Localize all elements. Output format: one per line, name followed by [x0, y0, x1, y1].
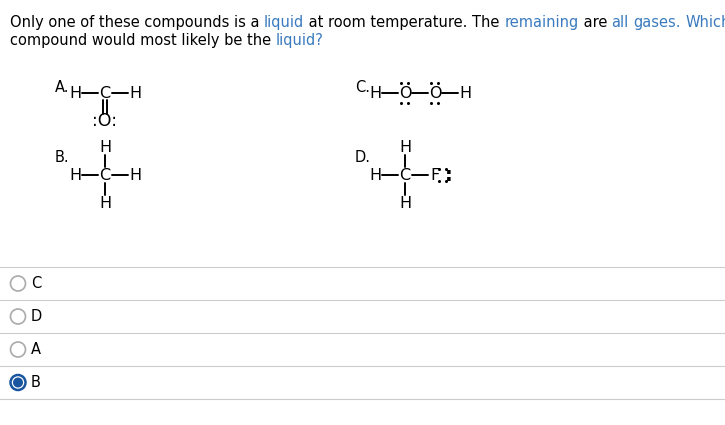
Text: H: H	[129, 167, 141, 182]
Text: at room temperature. The: at room temperature. The	[304, 15, 505, 30]
Text: are: are	[579, 15, 612, 30]
Text: D: D	[31, 309, 42, 324]
Text: A: A	[31, 342, 41, 357]
Text: F: F	[431, 167, 439, 182]
Text: H: H	[369, 167, 381, 182]
Text: C: C	[31, 276, 41, 291]
Text: H: H	[399, 139, 411, 155]
Text: H: H	[69, 85, 81, 100]
Text: Only one of these compounds is a: Only one of these compounds is a	[10, 15, 264, 30]
Text: O: O	[428, 85, 442, 100]
Text: A.: A.	[55, 80, 70, 95]
Text: D.: D.	[355, 150, 371, 165]
Text: compound would most likely be the: compound would most likely be the	[10, 33, 275, 48]
Text: O: O	[399, 85, 411, 100]
Text: liquid?: liquid?	[276, 33, 323, 48]
Text: H: H	[369, 85, 381, 100]
Text: gases.: gases.	[634, 15, 681, 30]
Text: H: H	[399, 196, 411, 210]
Text: remaining: remaining	[505, 15, 579, 30]
Circle shape	[13, 377, 23, 388]
Text: Which: Which	[686, 15, 725, 30]
Text: H: H	[99, 196, 111, 210]
Text: C: C	[99, 167, 110, 182]
Text: :: :	[445, 165, 452, 184]
Text: B: B	[31, 375, 41, 390]
Text: H: H	[459, 85, 471, 100]
Text: all: all	[612, 15, 629, 30]
Text: H: H	[129, 85, 141, 100]
Text: C.: C.	[355, 80, 370, 95]
Text: C: C	[99, 85, 110, 100]
Text: B.: B.	[55, 150, 70, 165]
Text: H: H	[99, 139, 111, 155]
Text: :O:: :O:	[93, 112, 117, 130]
Text: liquid: liquid	[264, 15, 304, 30]
Text: H: H	[69, 167, 81, 182]
Text: C: C	[399, 167, 410, 182]
